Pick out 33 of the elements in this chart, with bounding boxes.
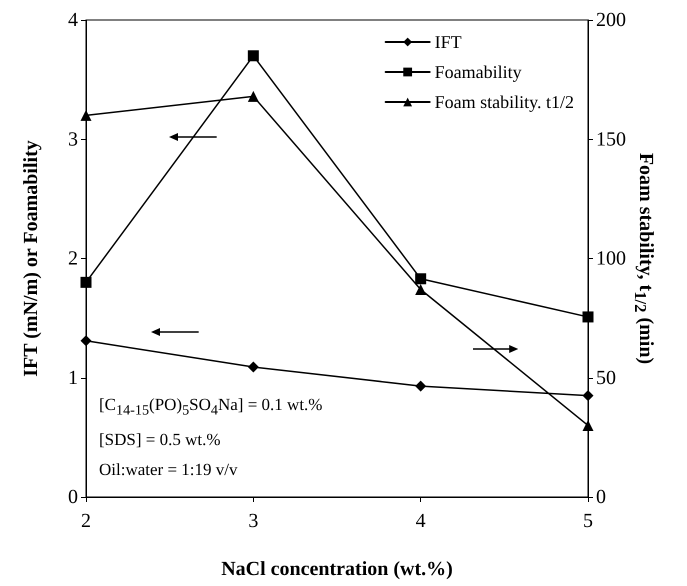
y-tick-label: 0 (68, 486, 78, 508)
point (248, 50, 259, 62)
annotation: Oil:water = 1:19 v/v (99, 459, 238, 482)
point (80, 276, 92, 288)
x-tick-label: 4 (416, 510, 426, 532)
y-tick-label: 3 (68, 128, 78, 150)
y-tick-label: 4 (68, 9, 78, 31)
point (80, 335, 92, 346)
point (415, 273, 426, 284)
legend-label: Foamability (434, 62, 522, 82)
y2-tick-label: 200 (596, 9, 626, 31)
y-axis-title: IFT (mN/m) or Foamability (20, 140, 42, 377)
point (80, 110, 92, 121)
x-tick-label: 3 (248, 510, 258, 532)
point (415, 380, 426, 392)
point (582, 420, 594, 431)
y-tick-label: 2 (68, 248, 78, 270)
legend-label: IFT (434, 32, 462, 52)
y2-tick-label: 0 (596, 486, 606, 508)
x-axis-title: NaCl concentration (wt.%) (221, 558, 453, 580)
y2-tick-label: 50 (596, 366, 616, 389)
annotation: [C$_{14-15}$(PO)$_{5}$SO$_{4}$Na] = 0.1 wt.% (99, 394, 322, 420)
annotation: [SDS] = 0.5 wt.% (99, 429, 222, 452)
point (415, 284, 426, 296)
y2-tick-label: 150 (596, 128, 626, 150)
y2-tick-label: 100 (596, 248, 626, 270)
y-tick-label: 1 (68, 366, 78, 389)
point (248, 362, 259, 373)
point (582, 311, 594, 322)
point (248, 90, 259, 102)
legend-label: Foam stability. t1/2 (434, 92, 574, 112)
x-tick-label: 5 (583, 510, 593, 532)
point (582, 390, 594, 402)
